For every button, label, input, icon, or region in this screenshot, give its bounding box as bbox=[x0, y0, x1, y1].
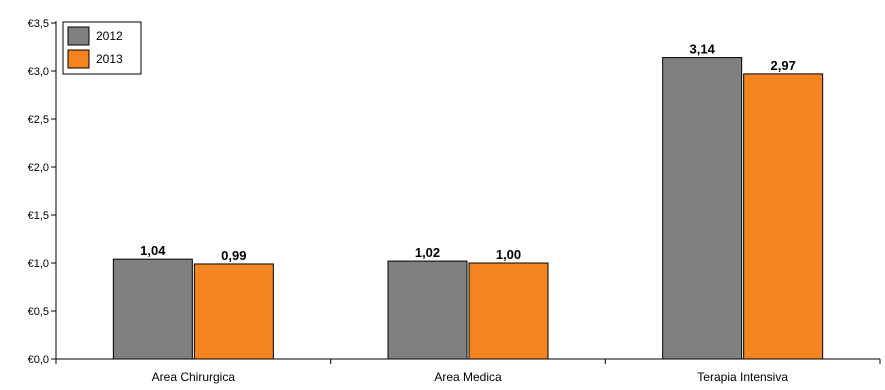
data-label: 0,99 bbox=[221, 248, 246, 263]
legend-swatch-2013 bbox=[67, 49, 90, 69]
legend: 2012 2013 bbox=[62, 21, 142, 75]
data-label: 1,04 bbox=[140, 243, 166, 258]
bar-2013 bbox=[193, 263, 274, 360]
legend-label-2012: 2012 bbox=[96, 29, 123, 43]
bar-2012 bbox=[662, 57, 743, 360]
data-label: 1,00 bbox=[496, 247, 521, 262]
bar-2013 bbox=[743, 73, 824, 360]
legend-label-2013: 2013 bbox=[96, 52, 123, 66]
data-label: 3,14 bbox=[690, 42, 716, 57]
data-label: 1,02 bbox=[415, 245, 440, 260]
y-tick-label: €3,0 bbox=[28, 66, 49, 78]
category-label: Terapia Intensiva bbox=[697, 370, 788, 384]
bar-2013 bbox=[468, 262, 549, 360]
x-axis: Area Chirurgica Area Medica Terapia Intens… bbox=[55, 358, 881, 384]
category-label: Area Medica bbox=[434, 370, 502, 384]
y-tick-label: €0,0 bbox=[28, 354, 49, 366]
legend-swatch-2012 bbox=[67, 26, 90, 46]
y-tick-label: €3,5 bbox=[28, 18, 49, 30]
data-labels: 1,04 0,99 1,02 1,00 3,14 2,97 bbox=[140, 42, 796, 263]
bar-2012 bbox=[112, 258, 193, 360]
y-tick-label: €1,5 bbox=[28, 210, 49, 222]
category-label: Area Chirurgica bbox=[152, 370, 236, 384]
y-tick-label: €2,0 bbox=[28, 162, 49, 174]
bars bbox=[112, 57, 824, 360]
y-axis: €0,0 €0,5 €1,0 €1,5 €2,0 €2,5 €3,0 €3,5 bbox=[28, 18, 57, 366]
y-tick-label: €1,0 bbox=[28, 258, 49, 270]
y-tick-label: €0,5 bbox=[28, 306, 49, 318]
bar-2012 bbox=[387, 260, 468, 360]
data-label: 2,97 bbox=[771, 58, 796, 73]
y-tick-label: €2,5 bbox=[28, 114, 49, 126]
